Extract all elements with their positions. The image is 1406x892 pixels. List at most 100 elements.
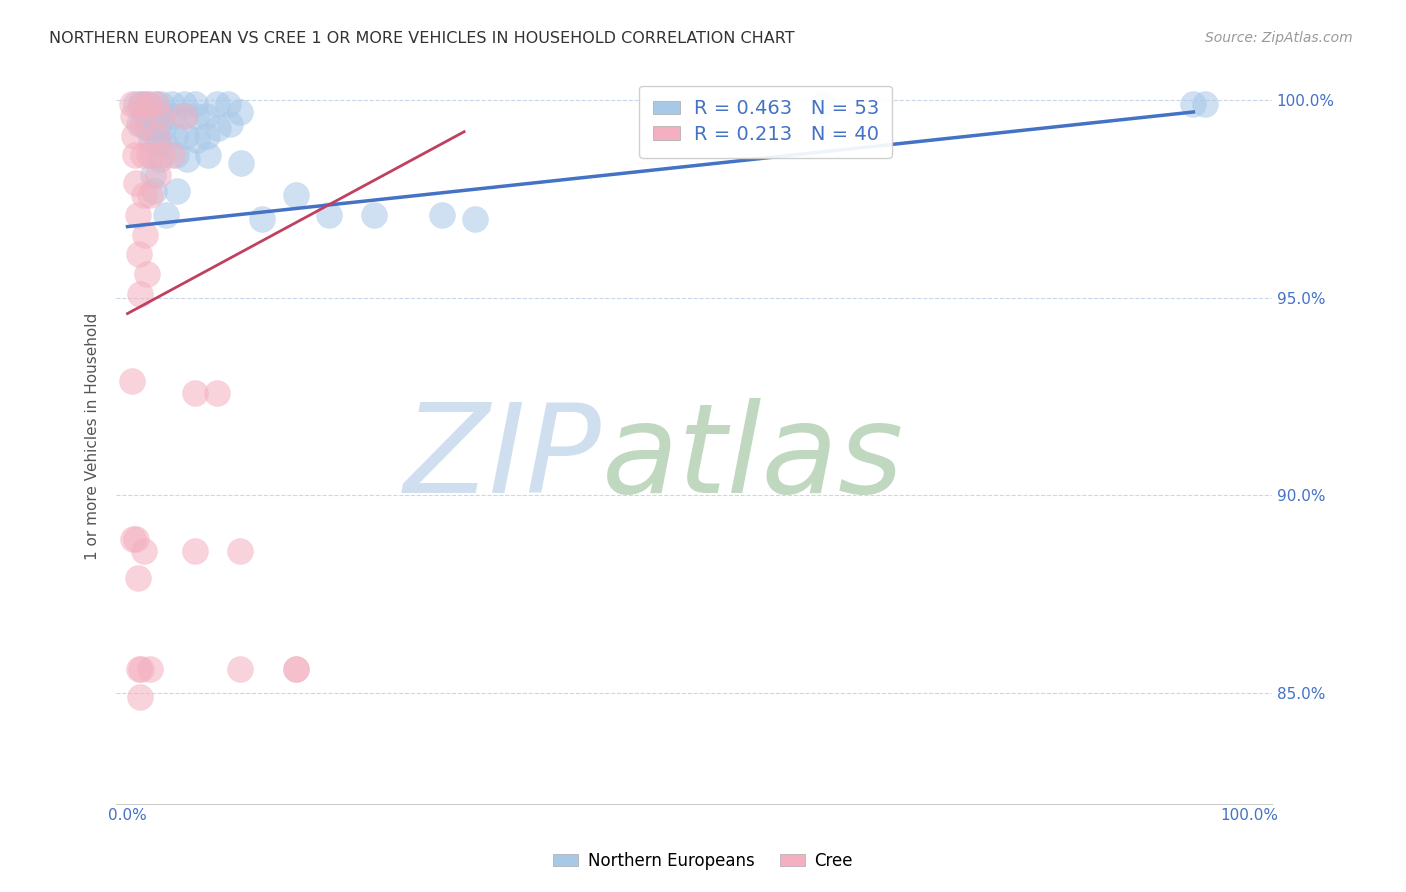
Point — [150, 97, 173, 112]
Point — [135, 120, 157, 135]
Point — [184, 385, 207, 400]
Point — [207, 97, 229, 112]
Point — [136, 97, 159, 112]
Point — [134, 109, 156, 123]
Point — [195, 109, 218, 123]
Point — [143, 184, 166, 198]
Point — [128, 286, 150, 301]
Point — [184, 109, 207, 123]
Point — [145, 128, 167, 143]
Point — [166, 184, 188, 198]
Point — [122, 128, 145, 143]
Point — [128, 662, 150, 676]
Point — [139, 188, 162, 202]
Text: atlas: atlas — [602, 398, 904, 518]
Point — [149, 153, 172, 167]
Point — [186, 133, 208, 147]
Text: Source: ZipAtlas.com: Source: ZipAtlas.com — [1205, 31, 1353, 45]
Point — [139, 120, 162, 135]
Point — [153, 136, 176, 151]
Point — [150, 109, 173, 123]
Point — [363, 208, 385, 222]
Point — [129, 97, 152, 112]
Point — [162, 148, 184, 162]
Point — [125, 176, 148, 190]
Point — [139, 662, 162, 676]
Point — [139, 133, 162, 147]
Point — [121, 97, 143, 112]
Point — [127, 571, 149, 585]
Point — [229, 156, 252, 170]
Point — [207, 385, 229, 400]
Point — [145, 109, 167, 123]
Point — [284, 662, 307, 676]
Legend: Northern Europeans, Cree: Northern Europeans, Cree — [546, 846, 860, 877]
Point — [134, 188, 156, 202]
Point — [155, 208, 177, 222]
Point — [165, 148, 187, 162]
Point — [1182, 97, 1205, 112]
Point — [163, 128, 186, 143]
Point — [148, 136, 170, 151]
Point — [162, 97, 184, 112]
Point — [284, 662, 307, 676]
Point — [176, 153, 198, 167]
Point — [217, 97, 239, 112]
Point — [128, 117, 150, 131]
Point — [152, 120, 174, 135]
Y-axis label: 1 or more Vehicles in Household: 1 or more Vehicles in Household — [86, 312, 100, 559]
Point — [138, 148, 160, 162]
Point — [131, 117, 153, 131]
Point — [141, 148, 163, 162]
Point — [122, 109, 145, 123]
Point — [173, 97, 195, 112]
Point — [464, 211, 486, 226]
Point — [284, 188, 307, 202]
Point — [811, 97, 834, 112]
Point — [136, 97, 159, 112]
Point — [128, 247, 150, 261]
Point — [228, 543, 250, 558]
Text: ZIP: ZIP — [404, 398, 602, 518]
Point — [146, 168, 169, 182]
Point — [228, 662, 250, 676]
Point — [124, 148, 146, 162]
Point — [150, 109, 173, 123]
Point — [195, 128, 218, 143]
Point — [121, 374, 143, 388]
Point — [218, 117, 240, 131]
Point — [134, 97, 156, 112]
Point — [135, 267, 157, 281]
Point — [184, 97, 207, 112]
Point — [122, 532, 145, 546]
Point — [128, 690, 150, 704]
Point — [150, 148, 173, 162]
Point — [173, 109, 195, 123]
Point — [146, 120, 169, 135]
Point — [134, 227, 156, 242]
Point — [129, 662, 152, 676]
Point — [1194, 97, 1216, 112]
Point — [142, 168, 165, 182]
Point — [138, 109, 160, 123]
Point — [162, 109, 184, 123]
Point — [125, 97, 148, 112]
Point — [134, 543, 156, 558]
Point — [228, 105, 250, 120]
Point — [318, 208, 340, 222]
Point — [174, 128, 197, 143]
Point — [184, 543, 207, 558]
Point — [173, 109, 195, 123]
Point — [207, 120, 229, 135]
Point — [127, 208, 149, 222]
Point — [129, 97, 152, 112]
Point — [197, 148, 219, 162]
Point — [145, 97, 167, 112]
Point — [250, 211, 273, 226]
Point — [125, 532, 148, 546]
Point — [145, 97, 167, 112]
Point — [430, 208, 453, 222]
Point — [132, 148, 155, 162]
Legend: R = 0.463   N = 53, R = 0.213   N = 40: R = 0.463 N = 53, R = 0.213 N = 40 — [640, 86, 893, 158]
Text: NORTHERN EUROPEAN VS CREE 1 OR MORE VEHICLES IN HOUSEHOLD CORRELATION CHART: NORTHERN EUROPEAN VS CREE 1 OR MORE VEHI… — [49, 31, 794, 46]
